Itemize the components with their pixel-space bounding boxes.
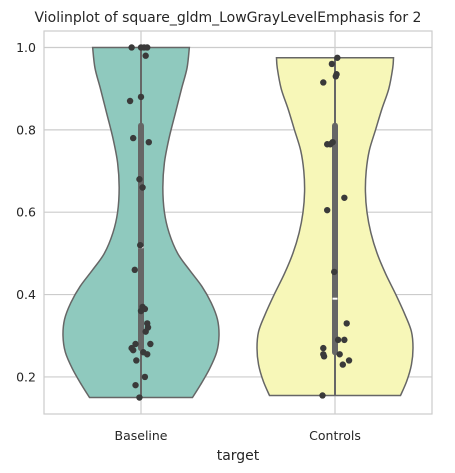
data-point <box>133 357 140 364</box>
y-tick-label: 1.0 <box>16 40 36 55</box>
y-tick-labels: 0.2 0.4 0.6 0.8 1.0 <box>16 40 36 384</box>
data-point <box>144 351 151 358</box>
data-point <box>141 373 149 381</box>
data-point <box>319 392 326 399</box>
data-point <box>147 340 154 348</box>
data-point <box>142 328 149 335</box>
data-point <box>144 44 151 51</box>
data-point <box>131 266 138 274</box>
data-point <box>136 176 143 183</box>
data-point <box>320 79 327 86</box>
data-point <box>334 54 341 61</box>
y-tick-label: 0.6 <box>16 205 36 220</box>
data-point <box>136 394 143 401</box>
x-tick-label: Controls <box>309 428 361 443</box>
data-point <box>336 351 343 358</box>
data-point <box>341 194 348 201</box>
y-tick-label: 0.2 <box>16 369 36 384</box>
data-point <box>137 241 144 249</box>
plot-frame <box>43 30 433 415</box>
data-point <box>137 93 145 101</box>
data-point <box>331 268 338 276</box>
data-point <box>327 141 334 148</box>
data-point <box>320 344 327 352</box>
data-point <box>132 381 139 389</box>
x-tick-label: Baseline <box>115 428 168 443</box>
y-tick-label: 0.8 <box>16 122 36 137</box>
data-point <box>339 361 346 368</box>
data-point <box>142 52 149 59</box>
data-point <box>145 138 152 146</box>
data-point <box>139 184 146 191</box>
data-point <box>345 357 353 364</box>
data-point <box>126 97 134 105</box>
data-point <box>137 307 145 315</box>
data-point <box>334 336 342 344</box>
data-point <box>130 346 137 354</box>
data-point <box>324 206 331 214</box>
violins <box>62 46 414 399</box>
data-point <box>128 44 135 51</box>
x-tick-labels: Baseline Controls <box>115 428 361 443</box>
data-point <box>332 73 339 80</box>
data-points <box>126 44 353 401</box>
data-point <box>130 134 137 142</box>
data-point <box>341 336 348 344</box>
data-point <box>320 353 328 360</box>
x-axis-label: target <box>217 448 260 464</box>
data-point <box>132 340 139 348</box>
data-point <box>328 60 336 68</box>
y-tick-label: 0.4 <box>16 287 36 302</box>
data-point <box>343 320 350 327</box>
chart-title: Violinplot of square_gldm_LowGrayLevelEm… <box>35 10 422 26</box>
